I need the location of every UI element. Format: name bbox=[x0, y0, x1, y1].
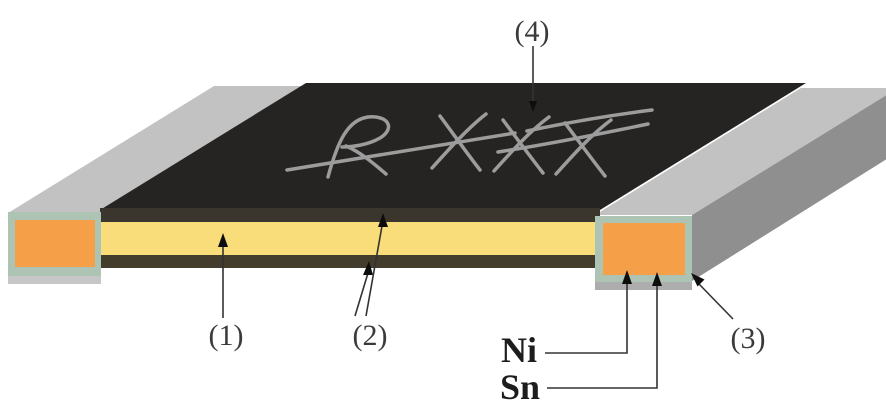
right-cap-bottom-edge bbox=[595, 282, 692, 290]
leader-arrow-ni bbox=[622, 270, 632, 284]
ceramic-substrate-layer bbox=[100, 222, 600, 255]
right-cap-termination bbox=[603, 223, 685, 275]
callout-4-label: (4) bbox=[515, 15, 550, 48]
right-termination-side-face bbox=[692, 95, 886, 281]
callout-3-label: (3) bbox=[731, 322, 766, 355]
marking-scrawl bbox=[285, 108, 654, 179]
leader-line-2a bbox=[354, 272, 369, 317]
leader-arrow-4 bbox=[529, 101, 537, 112]
left-cap-bottom-edge bbox=[8, 276, 101, 284]
left-termination-top-face bbox=[8, 86, 307, 213]
right-termination-top-face bbox=[595, 88, 886, 215]
leader-line-ni bbox=[545, 284, 628, 354]
callout-2-label: (2) bbox=[353, 319, 388, 352]
leader-arrow-1 bbox=[218, 233, 228, 247]
top-electrode-layer bbox=[100, 208, 600, 222]
leader-line-2b bbox=[365, 225, 383, 317]
leader-arrow-sn bbox=[652, 272, 662, 286]
bottom-electrode-layer bbox=[100, 255, 600, 268]
leader-arrow-2b bbox=[378, 213, 388, 227]
leader-line-sn bbox=[547, 286, 658, 389]
leader-line-3 bbox=[698, 283, 734, 320]
callout-1-label: (1) bbox=[209, 319, 244, 352]
ni-label: Ni bbox=[501, 330, 537, 370]
leader-arrow-3 bbox=[691, 273, 705, 287]
left-cap-termination bbox=[15, 220, 95, 267]
leader-arrow-2a bbox=[363, 261, 373, 275]
sn-label: Sn bbox=[500, 367, 540, 407]
